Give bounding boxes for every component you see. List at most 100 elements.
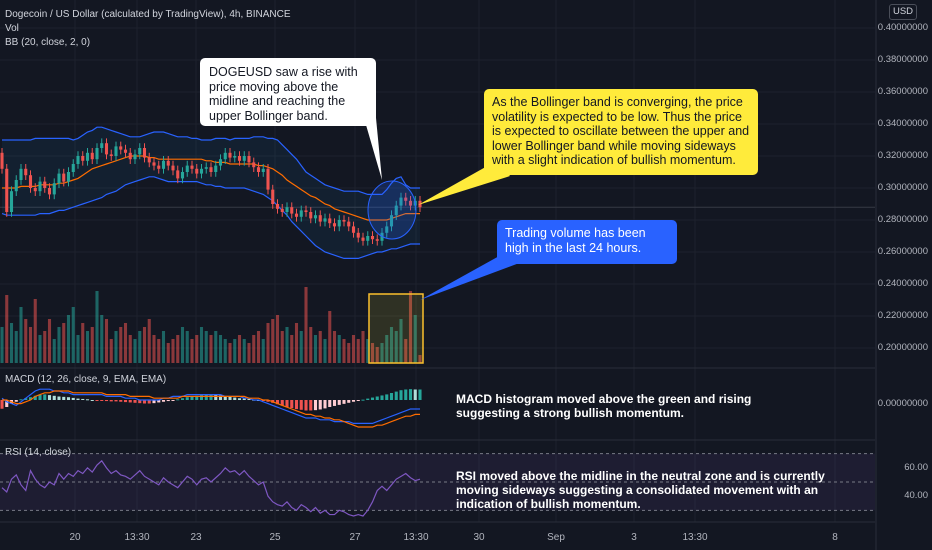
volume-bar xyxy=(404,339,408,363)
macd-histogram-bar xyxy=(142,400,147,404)
volume-bar xyxy=(266,323,270,363)
candle-body xyxy=(81,156,85,161)
macd-histogram-bar xyxy=(318,400,322,410)
macd-histogram-bar xyxy=(418,389,422,400)
macd-histogram-bar xyxy=(204,394,208,400)
candle-body xyxy=(47,188,52,195)
macd-histogram-bar xyxy=(361,399,365,401)
time-tick-label: 13:30 xyxy=(124,532,150,543)
candle-body xyxy=(33,188,37,192)
volume-bar xyxy=(9,323,14,363)
volume-bar xyxy=(323,339,327,363)
volume-bar xyxy=(190,339,194,363)
volume-bar xyxy=(38,335,42,363)
candle-body xyxy=(266,168,270,190)
bollinger-lower-line xyxy=(1,176,420,259)
macd-histogram-bar xyxy=(185,397,189,400)
candle-body xyxy=(71,164,75,172)
volume-bar xyxy=(247,343,251,363)
macd-histogram-bar xyxy=(218,395,223,400)
macd-histogram-bar xyxy=(128,400,132,403)
volume-bar xyxy=(85,331,90,363)
macd-histogram-bar xyxy=(228,396,232,400)
macd-histogram-bar xyxy=(171,400,175,401)
macd-histogram-bar xyxy=(389,393,394,400)
volume-bar xyxy=(195,335,199,363)
macd-note: MACD histogram moved above the green and… xyxy=(456,392,752,420)
candle-body xyxy=(180,172,185,179)
macd-histogram-bar xyxy=(342,400,346,404)
time-tick-label: 23 xyxy=(190,532,202,543)
macd-histogram-bar xyxy=(214,394,218,400)
volume-bar xyxy=(171,339,175,363)
bollinger-basis-line xyxy=(2,155,420,221)
candle-body xyxy=(9,191,14,212)
bollinger-indicator-label[interactable]: BB (20, close, 2, 0) xyxy=(5,37,91,48)
macd-histogram-bar xyxy=(43,394,47,400)
candle-body xyxy=(5,168,9,212)
macd-histogram-bar xyxy=(247,398,251,400)
time-tick-label: 3 xyxy=(631,532,637,543)
candle-body xyxy=(404,197,408,201)
candle-body xyxy=(261,168,265,172)
volume-highlight-box xyxy=(368,293,424,364)
volume-bar xyxy=(361,331,365,363)
candle-body xyxy=(337,220,341,227)
candle-body xyxy=(318,215,322,222)
macd-histogram-bar xyxy=(375,396,379,400)
candle-body xyxy=(43,181,47,188)
candle-body xyxy=(332,223,337,227)
candle-body xyxy=(199,168,204,174)
rsi-indicator-label[interactable]: RSI (14, close) xyxy=(5,447,72,458)
volume-bar xyxy=(43,331,47,363)
volume-bar xyxy=(62,323,66,363)
macd-indicator-label[interactable]: MACD (12, 26, close, 9, EMA, EMA) xyxy=(5,374,167,385)
macd-histogram-bar xyxy=(313,400,318,411)
volume-bar xyxy=(318,331,322,363)
macd-histogram-bar xyxy=(380,395,384,400)
macd-tick-label: 0.00000000 xyxy=(877,398,928,409)
volume-bar xyxy=(128,335,132,363)
candle-body xyxy=(90,152,94,160)
macd-histogram-bar xyxy=(223,396,227,400)
candle-body xyxy=(247,156,251,163)
macd-histogram-bar xyxy=(309,400,313,411)
volume-bar xyxy=(19,307,23,363)
candle-body xyxy=(370,236,375,240)
candle-body xyxy=(237,156,242,161)
macd-histogram-bar xyxy=(47,395,52,400)
time-tick-label: 20 xyxy=(69,532,81,543)
candle-body xyxy=(190,165,194,169)
macd-signal-line xyxy=(2,390,420,428)
macd-histogram-bar xyxy=(66,397,71,400)
candle-body xyxy=(252,162,256,168)
volume-bar xyxy=(408,291,413,363)
volume-bar xyxy=(166,343,170,363)
volume-indicator-label[interactable]: Vol xyxy=(5,23,19,34)
macd-histogram-bar xyxy=(299,400,303,410)
candle-body xyxy=(233,156,237,158)
macd-histogram-bar xyxy=(404,389,408,400)
volume-bar xyxy=(242,339,246,363)
candle-body xyxy=(209,167,213,172)
macd-histogram-bar xyxy=(366,398,370,400)
candle-body xyxy=(14,180,18,192)
candle-body xyxy=(152,162,156,166)
rsi-note: RSI moved above the midline in the neutr… xyxy=(456,469,825,511)
macd-histogram-bar xyxy=(85,399,90,401)
candle-body xyxy=(242,156,246,161)
bollinger-bands xyxy=(1,126,420,259)
candle-body xyxy=(356,232,360,238)
candle-body xyxy=(309,212,313,219)
time-tick-label: 8 xyxy=(832,532,838,543)
candle-body xyxy=(133,154,137,160)
candle-body xyxy=(95,148,99,160)
currency-button[interactable]: USD xyxy=(889,4,917,20)
volume-bar xyxy=(233,339,237,363)
volume-bar xyxy=(95,291,99,363)
volume-bar xyxy=(332,331,337,363)
macd-histogram-bar xyxy=(104,400,109,402)
macd-histogram-bar xyxy=(385,394,389,400)
macd-histogram-bar xyxy=(95,400,99,401)
